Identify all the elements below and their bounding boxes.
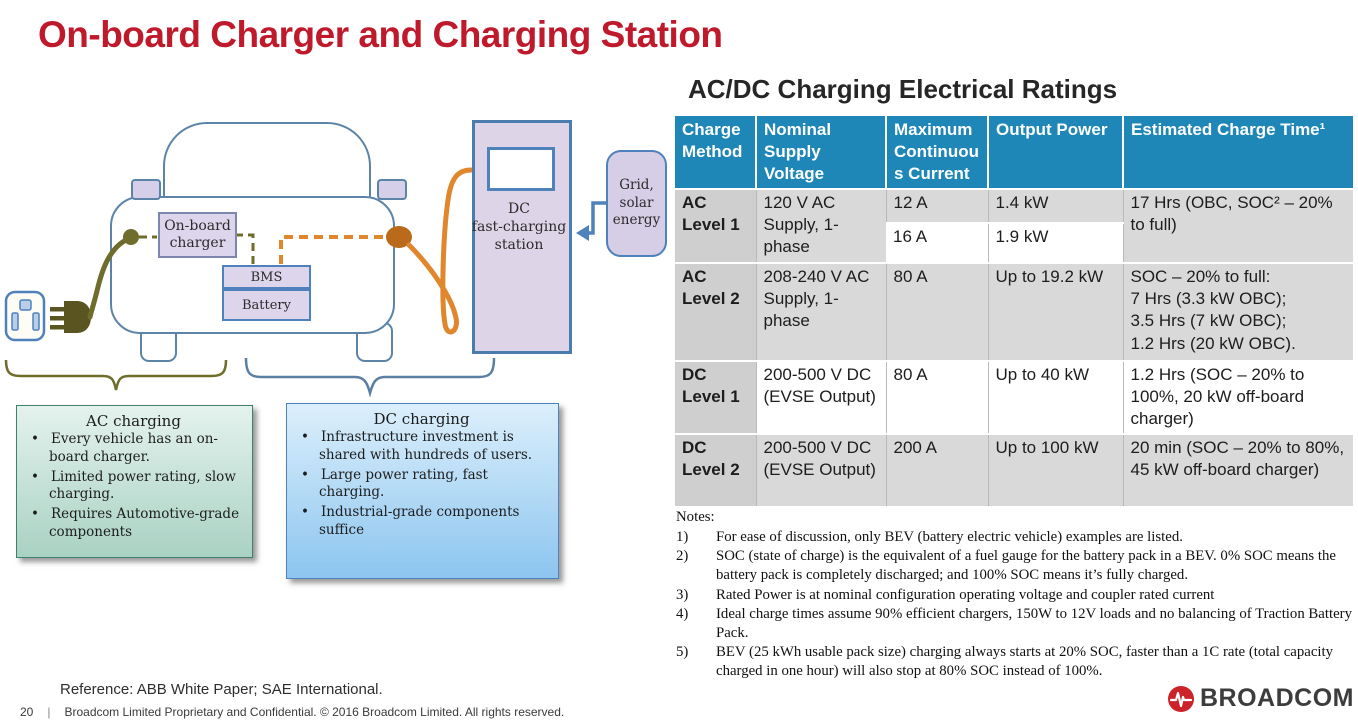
note-text: SOC (state of charge) is the equivalent … bbox=[716, 548, 1336, 583]
table-row-dc-level2: DC Level 2 200-500 V DC (EVSE Output) 20… bbox=[675, 432, 1353, 506]
reference-text: Reference: ABB White Paper; SAE Internat… bbox=[60, 681, 383, 698]
table-row-ac-level1-alt: 16 A 1.9 kW bbox=[675, 222, 1353, 264]
cell-current: 80 A bbox=[885, 262, 988, 362]
station-label: DC fast-charging station bbox=[471, 201, 567, 254]
station-screen bbox=[487, 147, 555, 191]
table-row-dc-level1: DC Level 1 200-500 V DC (EVSE Output) 80… bbox=[675, 360, 1353, 434]
footer-separator: | bbox=[47, 705, 51, 719]
cell-method: AC Level 1 bbox=[675, 188, 756, 264]
ac-bullet: Limited power rating, slow charging. bbox=[23, 469, 244, 505]
car-roof-outline bbox=[163, 122, 371, 208]
table-row-ac-level1: AC Level 1 120 V AC Supply, 1-phase 12 A… bbox=[675, 188, 1353, 264]
col-header-charge-time: Estimated Charge Time¹ bbox=[1122, 116, 1353, 191]
grid-to-station-arrow bbox=[586, 201, 606, 235]
note-number: 2) bbox=[676, 548, 689, 565]
dc-brace bbox=[244, 357, 496, 398]
note-number: 1) bbox=[676, 528, 689, 545]
ac-bullet: Requires Automotive-grade components bbox=[23, 506, 244, 542]
wall-outlet-icon bbox=[4, 290, 46, 342]
dc-bullet: Industrial-grade components suffice bbox=[293, 504, 550, 540]
car-mirror-right bbox=[377, 179, 407, 200]
dc-charging-callout: DC charging Infrastructure investment is… bbox=[286, 403, 559, 579]
note-text: Ideal charge times assume 90% efficient … bbox=[716, 606, 1352, 641]
grid-to-station-arrowhead bbox=[576, 225, 589, 241]
col-header-output-power: Output Power bbox=[987, 116, 1123, 191]
cell-method: DC Level 2 bbox=[675, 432, 756, 506]
table-header-row: Charge Method Nominal Supply Voltage Max… bbox=[675, 116, 1353, 191]
table-row-ac-level2: AC Level 2 208-240 V AC Supply, 1-phase … bbox=[675, 262, 1353, 362]
cell-time: SOC – 20% to full: 7 Hrs (3.3 kW OBC); 3… bbox=[1122, 262, 1353, 362]
cell-supply: 200-500 V DC (EVSE Output) bbox=[755, 432, 886, 506]
cell-power: Up to 19.2 kW bbox=[987, 262, 1123, 362]
dc-charging-title: DC charging bbox=[373, 410, 470, 428]
dc-cable bbox=[406, 167, 474, 335]
slide-title: On-board Charger and Charging Station bbox=[38, 14, 723, 55]
note-text: For ease of discussion, only BEV (batter… bbox=[716, 528, 1183, 545]
note-item: 2) SOC (state of charge) is the equivale… bbox=[676, 547, 1356, 584]
ac-charging-bullets: Every vehicle has an on-board charger. L… bbox=[23, 431, 244, 542]
dc-charging-bullets: Infrastructure investment is shared with… bbox=[293, 429, 550, 540]
note-text: BEV (25 kWh usable pack size) charging a… bbox=[716, 644, 1334, 680]
col-header-nominal-supply: Nominal Supply Voltage bbox=[755, 116, 886, 191]
onboard-charger-box: On-board charger bbox=[158, 212, 237, 258]
cell-time: 1.2 Hrs (SOC – 20% to 100%, 20 kW off-bo… bbox=[1122, 360, 1353, 434]
cell-time: 17 Hrs (OBC, SOC² – 20% to full) bbox=[1122, 188, 1353, 264]
broadcom-logo-text: BROADCOM bbox=[1200, 684, 1354, 712]
ratings-table: Charge Method Nominal Supply Voltage Max… bbox=[675, 116, 1353, 506]
battery-box: Battery bbox=[222, 289, 311, 321]
cell-power: Up to 40 kW bbox=[987, 360, 1123, 434]
ac-charging-title: AC charging bbox=[86, 412, 181, 430]
col-header-charge-method: Charge Method bbox=[675, 116, 756, 191]
cell-supply: 208-240 V AC Supply, 1-phase bbox=[755, 262, 886, 362]
note-number: 4) bbox=[676, 606, 689, 623]
footer: 20 | Broadcom Limited Proprietary and Co… bbox=[20, 705, 564, 719]
grid-solar-energy-box: Grid, solar energy bbox=[606, 150, 667, 257]
broadcom-logo: BROADCOM ® bbox=[1167, 684, 1358, 713]
note-number: 3) bbox=[676, 586, 689, 603]
note-item: 4) Ideal charge times assume 90% efficie… bbox=[676, 605, 1356, 642]
bms-box: BMS bbox=[222, 265, 311, 289]
note-text: Rated Power is at nominal configuration … bbox=[716, 586, 1215, 603]
cell-power: 1.4 kW bbox=[987, 188, 1123, 224]
ratings-table-title: AC/DC Charging Electrical Ratings bbox=[688, 74, 1118, 104]
car-mirror-left bbox=[131, 179, 161, 200]
cell-time: 20 min (SOC – 20% to 80%, 45 kW off-boar… bbox=[1122, 432, 1353, 506]
cell-power: Up to 100 kW bbox=[987, 432, 1123, 506]
cell-current: 200 A bbox=[885, 432, 988, 506]
col-header-max-current: Maximum Continuous Current bbox=[885, 116, 988, 191]
cell-method: AC Level 2 bbox=[675, 262, 756, 362]
notes-section: Notes: 1) For ease of discussion, only B… bbox=[676, 508, 1356, 681]
cell-current: 80 A bbox=[885, 360, 988, 434]
ac-charging-callout: AC charging Every vehicle has an on-boar… bbox=[16, 405, 253, 558]
dc-bullet: Infrastructure investment is shared with… bbox=[293, 429, 550, 465]
ac-plug-icon bbox=[50, 301, 91, 333]
cell-power2: 1.9 kW bbox=[987, 222, 1123, 264]
footer-copyright: Broadcom Limited Proprietary and Confide… bbox=[64, 705, 565, 719]
note-number: 5) bbox=[676, 644, 689, 661]
cell-current: 12 A bbox=[885, 188, 988, 224]
note-item: 3) Rated Power is at nominal configurati… bbox=[676, 586, 1356, 605]
broadcom-logo-icon bbox=[1168, 685, 1194, 712]
note-item: 5) BEV (25 kWh usable pack size) chargin… bbox=[676, 643, 1356, 680]
ac-bullet: Every vehicle has an on-board charger. bbox=[23, 431, 244, 467]
cell-supply: 120 V AC Supply, 1-phase bbox=[755, 188, 886, 264]
note-item: 1) For ease of discussion, only BEV (bat… bbox=[676, 528, 1356, 547]
dc-bullet: Large power rating, fast charging. bbox=[293, 467, 550, 503]
cell-method: DC Level 1 bbox=[675, 360, 756, 434]
cell-supply: 200-500 V DC (EVSE Output) bbox=[755, 360, 886, 434]
notes-label: Notes: bbox=[676, 509, 715, 525]
page-number: 20 bbox=[20, 705, 34, 719]
ac-brace bbox=[4, 359, 228, 391]
cell-current2: 16 A bbox=[886, 222, 988, 264]
